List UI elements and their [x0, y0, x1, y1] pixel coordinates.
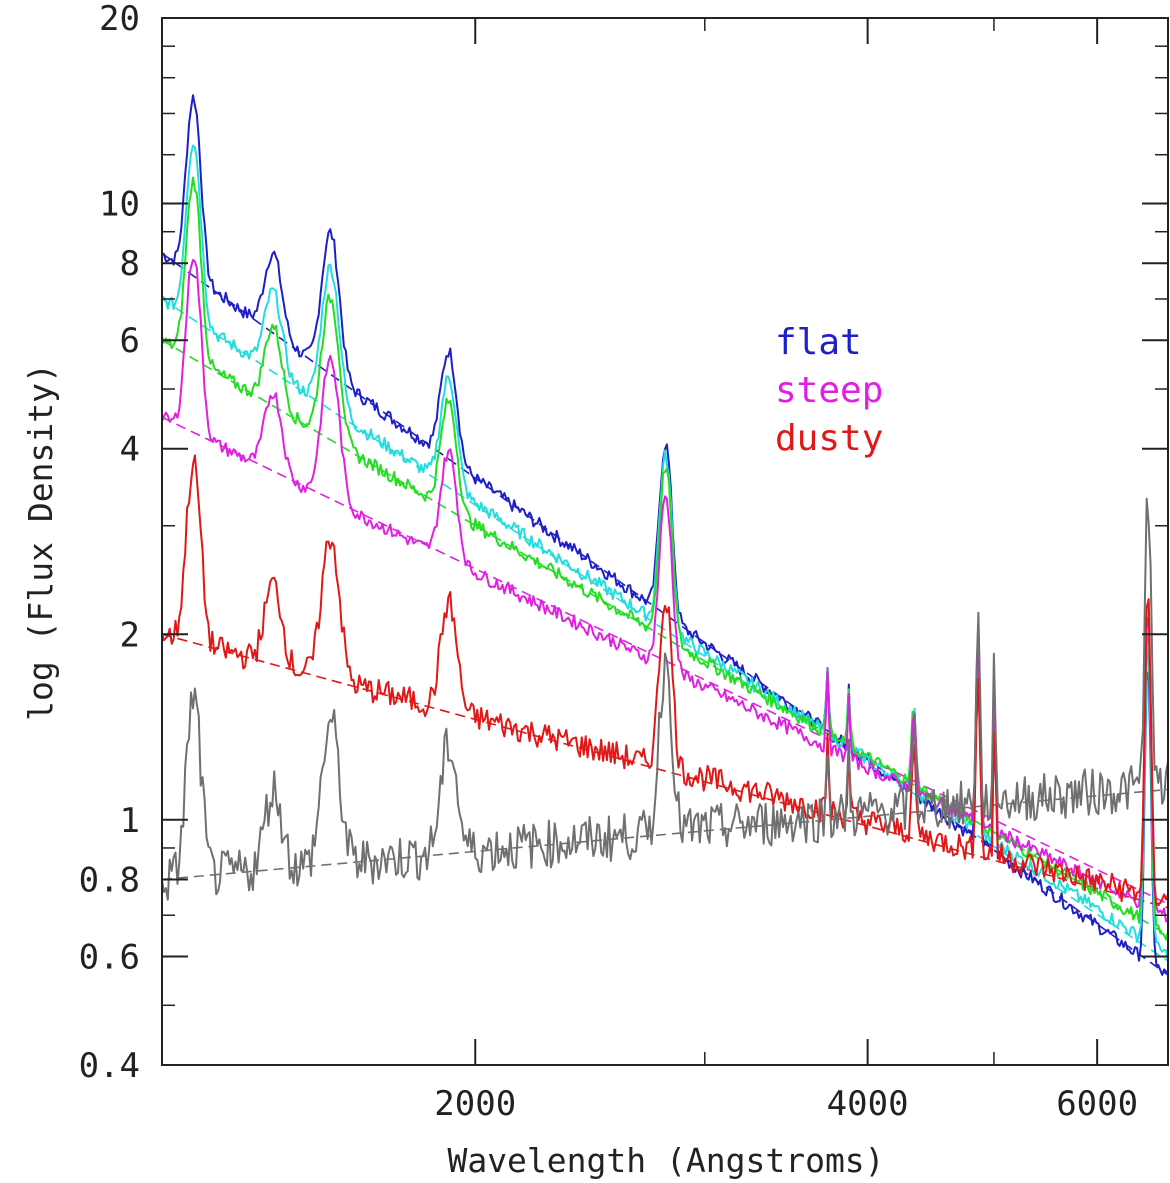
y-axis-title: log (Flux Density)	[21, 363, 60, 721]
y-tick-label: 0.8	[79, 860, 140, 900]
x-axis-title: Wavelength (Angstroms)	[447, 1141, 884, 1180]
legend: flat steep dusty	[775, 322, 883, 459]
y-tick-label: 20	[99, 0, 140, 39]
x-tick-label: 2000	[434, 1084, 516, 1124]
y-tick-label: 6	[120, 321, 140, 361]
spectra-series	[161, 94, 1169, 976]
fit-line	[161, 416, 1169, 905]
spectrum-line	[161, 176, 1169, 941]
y-tick-label: 2	[120, 615, 140, 655]
spectrum-line	[161, 258, 1169, 923]
x-tick-label: 4000	[827, 1084, 909, 1124]
y-tick-label: 8	[120, 244, 140, 284]
plot-frame	[161, 17, 1169, 1066]
legend-entry: flat	[775, 322, 862, 363]
spectrum-line	[161, 454, 1169, 906]
y-tick-label: 4	[120, 430, 140, 470]
fit-line	[161, 339, 1169, 936]
y-tick-label: 0.6	[79, 937, 140, 977]
y-tick-label: 10	[99, 185, 140, 225]
spectrum-line	[161, 497, 1169, 901]
y-tick-label: 0.4	[79, 1046, 140, 1086]
fit-line	[161, 788, 1169, 881]
fit-line	[161, 298, 1169, 962]
legend-entry: dusty	[775, 418, 883, 459]
fit-line	[161, 633, 1169, 909]
legend-entry: steep	[775, 370, 883, 411]
x-tick-label: 6000	[1056, 1084, 1138, 1124]
y-tick-label: 1	[120, 801, 140, 841]
spectrum-line	[161, 144, 1169, 963]
axes: 0.4 0.6 0.8 1 2 4 6 8 10 20 2000 4000 6000	[79, 0, 1169, 1124]
